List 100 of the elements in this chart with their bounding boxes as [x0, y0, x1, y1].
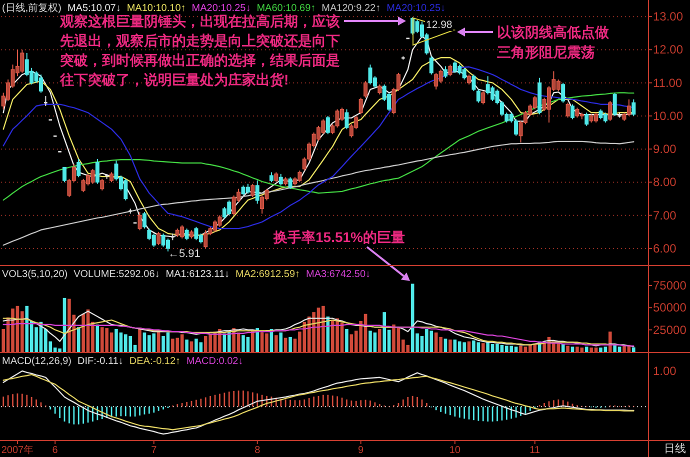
- bar: [284, 338, 288, 352]
- candlestick: [38, 74, 43, 94]
- candlestick: [358, 97, 363, 115]
- y-tick-label: 7.00: [653, 208, 677, 222]
- y-tick-label: 13.00: [653, 10, 684, 24]
- annotation: 观察这根巨量阴锤头，出现在拉高后期，应该先退出，观察后市的走势是向上突破还是向下突破，到时候再做出正确的选择，结果后面是往下突破了，说明巨量处为庄家出货!: [59, 13, 340, 88]
- x-tick-label: 10: [449, 445, 461, 456]
- candlestick: [364, 80, 368, 98]
- bar: [25, 306, 29, 352]
- candlestick: [95, 158, 100, 184]
- y-tick-label: 8.00: [653, 175, 677, 190]
- candlestick: [344, 108, 349, 130]
- bar: [584, 346, 588, 352]
- bar: [467, 341, 471, 352]
- x-tick-label: 11: [530, 445, 540, 456]
- bar: [570, 346, 574, 352]
- candlestick: [429, 56, 434, 76]
- text: MA3:6742.50↓: [306, 269, 371, 280]
- bar: [608, 332, 612, 352]
- x-tick-label: 2007年: [1, 444, 34, 456]
- candlestick: [612, 92, 617, 116]
- candlestick: [561, 82, 566, 104]
- candlestick: [608, 100, 612, 122]
- candlestick: [255, 180, 260, 204]
- candlestick: [274, 172, 278, 183]
- text: DIF:-0.11↓: [77, 356, 124, 367]
- y-tick-label: 50000: [653, 300, 687, 315]
- y-tick-label: 11.00: [653, 76, 682, 90]
- text: MA2:6912.59↑: [236, 269, 300, 280]
- bar: [256, 328, 259, 352]
- candlestick: [472, 74, 476, 92]
- chart-title: VOL3(5,10,20): [2, 269, 68, 280]
- chart-title: (日线,前复权): [2, 2, 62, 14]
- line-series: [2, 140, 634, 246]
- candlestick: [44, 96, 48, 106]
- candlestick: [156, 231, 161, 246]
- y-tick-label: 10.00: [653, 108, 684, 123]
- candlestick: [250, 183, 255, 198]
- text: DEA:-0.12↑: [129, 356, 181, 367]
- candlestick: [481, 90, 486, 105]
- text: MA10:10.10↑: [126, 3, 186, 14]
- y-tick-label: 9.00: [653, 142, 677, 156]
- candlestick: [288, 176, 292, 190]
- bar: [76, 327, 80, 352]
- x-tick-label: 6: [52, 445, 58, 456]
- annotation: 12.98: [426, 19, 452, 31]
- bar: [274, 335, 278, 352]
- bar: [632, 347, 636, 352]
- annotation: 换手率15.51%的巨量: [272, 229, 405, 245]
- candlestick: [448, 64, 452, 77]
- bar: [444, 338, 448, 352]
- bar: [345, 328, 348, 352]
- text: MA1:6123.11↓: [166, 269, 230, 280]
- chart-title: MACD(12,26,9): [2, 356, 72, 367]
- candlestick: [632, 98, 636, 116]
- x-tick-label: 7: [151, 445, 158, 456]
- candlestick: [467, 74, 472, 85]
- text: MA120:9.22↑: [322, 3, 381, 14]
- annotation: 以该阴线高低点做三角形阻尼震荡: [497, 24, 610, 60]
- bar: [378, 328, 382, 352]
- bar: [448, 340, 452, 352]
- bar: [288, 336, 292, 352]
- candlestick: [566, 102, 570, 118]
- y-tick-label: 6.00: [653, 241, 677, 256]
- candlestick: [378, 84, 382, 95]
- annotation: ←5.91: [168, 248, 200, 260]
- text: MA60:10.69↑: [256, 3, 316, 14]
- candlestick: [326, 115, 330, 135]
- legend-label: MA20:10.25↓: [192, 3, 251, 14]
- bar: [190, 341, 194, 352]
- candlestick: [444, 66, 448, 78]
- bar: [138, 328, 142, 352]
- candlestick: [100, 178, 104, 191]
- bar: [481, 343, 485, 352]
- bar: [251, 330, 254, 352]
- y-tick-label: 75000: [653, 278, 687, 293]
- candlestick: [142, 212, 146, 230]
- candlestick: [138, 212, 142, 231]
- x-tick-label: 9: [358, 445, 364, 456]
- y-tick-label: 12.00: [653, 42, 684, 57]
- bar: [185, 340, 188, 352]
- candlestick: [110, 172, 114, 183]
- candlestick: [62, 166, 66, 183]
- x-tick-label: 8: [254, 445, 261, 456]
- annotation: VOLUME:5292.06↓: [74, 269, 160, 280]
- candlestick: [76, 158, 81, 178]
- text: MACD:0.02↓: [186, 356, 244, 367]
- candlestick: [278, 173, 283, 186]
- text: MA5:10.07↓: [67, 3, 121, 14]
- bar: [279, 332, 283, 352]
- text: 日线: [664, 442, 686, 455]
- candlestick: [584, 112, 589, 126]
- candlestick: [166, 238, 170, 252]
- candlestick: [269, 172, 274, 183]
- y-tick-label: 25000: [653, 322, 687, 337]
- candlestick: [476, 88, 480, 104]
- bar: [566, 346, 570, 352]
- candlestick: [570, 104, 574, 120]
- text: MA20:10.25↓: [386, 3, 446, 14]
- candlestick: [184, 228, 189, 241]
